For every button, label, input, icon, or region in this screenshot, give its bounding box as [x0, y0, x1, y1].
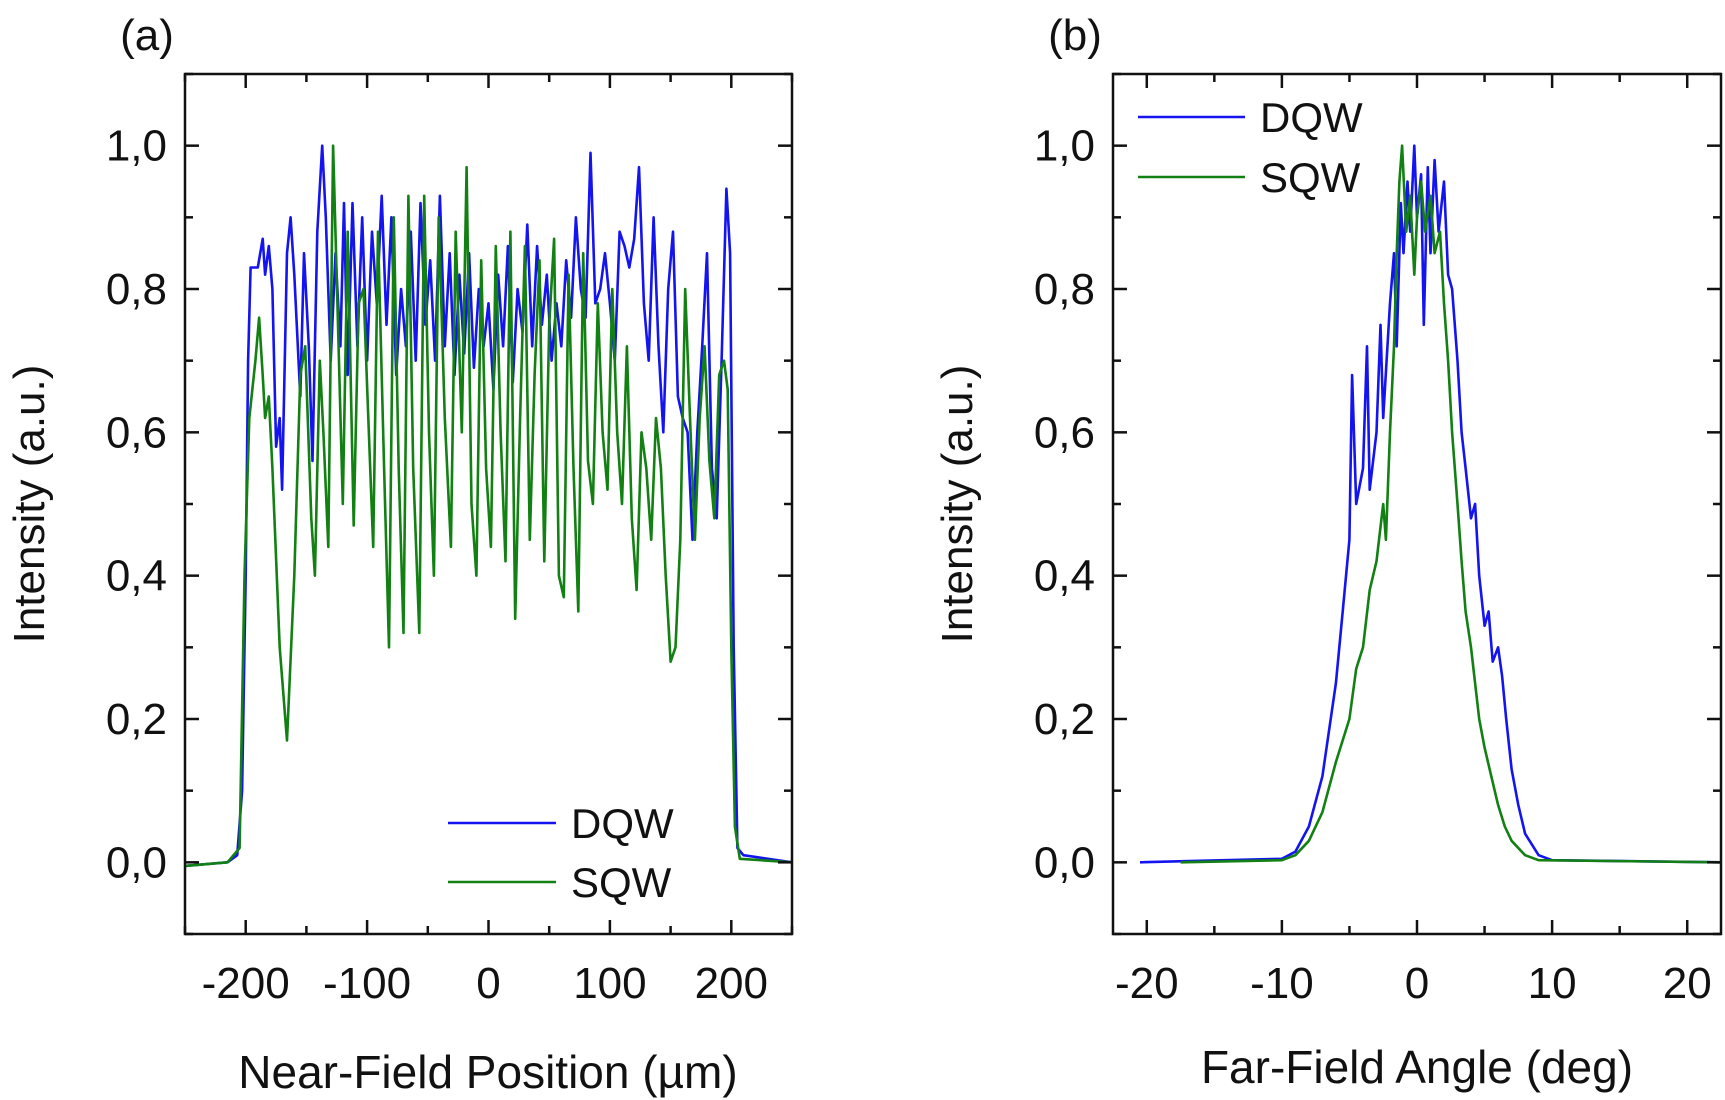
y-axis-label-a: Intensity (a.u.): [5, 365, 54, 644]
x-tick-label: -10: [1250, 959, 1314, 1008]
y-tick-label: 1,0: [1034, 122, 1095, 171]
x-tick-label: 100: [573, 959, 646, 1008]
x-tick-label: 20: [1663, 959, 1712, 1008]
legend-label-sqw: SQW: [571, 859, 672, 906]
panel-label-a: (a): [120, 11, 174, 60]
x-tick-label: -20: [1115, 959, 1179, 1008]
series-line-sqw: [185, 144, 792, 868]
series-line-sqw: [1180, 144, 1721, 864]
panel-b: (b) Intensity (a.u.) Far-Field Angle (de…: [933, 11, 1723, 1093]
y-tick-label: 0,0: [1034, 838, 1095, 887]
x-tick-label: -200: [202, 959, 290, 1008]
y-tick-label: 0,2: [1034, 695, 1095, 744]
legend-label-dqw: DQW: [1260, 94, 1363, 141]
x-tick-label: 0: [476, 959, 500, 1008]
y-tick-label: 0,6: [106, 408, 167, 457]
x-axis-label-a: Near-Field Position (µm): [238, 1046, 737, 1098]
series-line-dqw: [185, 144, 792, 868]
y-tick-label: 0,2: [106, 695, 167, 744]
panel-label-b: (b): [1048, 11, 1102, 60]
x-tick-label: 10: [1528, 959, 1577, 1008]
legend-label-dqw: DQW: [571, 800, 674, 847]
y-axis-label-b: Intensity (a.u.): [933, 365, 982, 644]
x-axis-label-b: Far-Field Angle (deg): [1201, 1041, 1633, 1093]
y-tick-label: 0,6: [1034, 408, 1095, 457]
panel-a: (a) Intensity (a.u.) Near-Field Position…: [5, 11, 794, 1098]
y-tick-label: 0,4: [106, 552, 167, 601]
y-tick-label: 0,8: [106, 265, 167, 314]
x-tick-label: -100: [323, 959, 411, 1008]
y-tick-label: 0,8: [1034, 265, 1095, 314]
y-tick-label: 0,0: [106, 838, 167, 887]
x-tick-label: 0: [1405, 959, 1429, 1008]
y-tick-label: 0,4: [1034, 552, 1095, 601]
y-tick-label: 1,0: [106, 122, 167, 171]
x-tick-label: 200: [695, 959, 768, 1008]
legend-label-sqw: SQW: [1260, 154, 1361, 201]
series-line-dqw: [1139, 144, 1721, 864]
